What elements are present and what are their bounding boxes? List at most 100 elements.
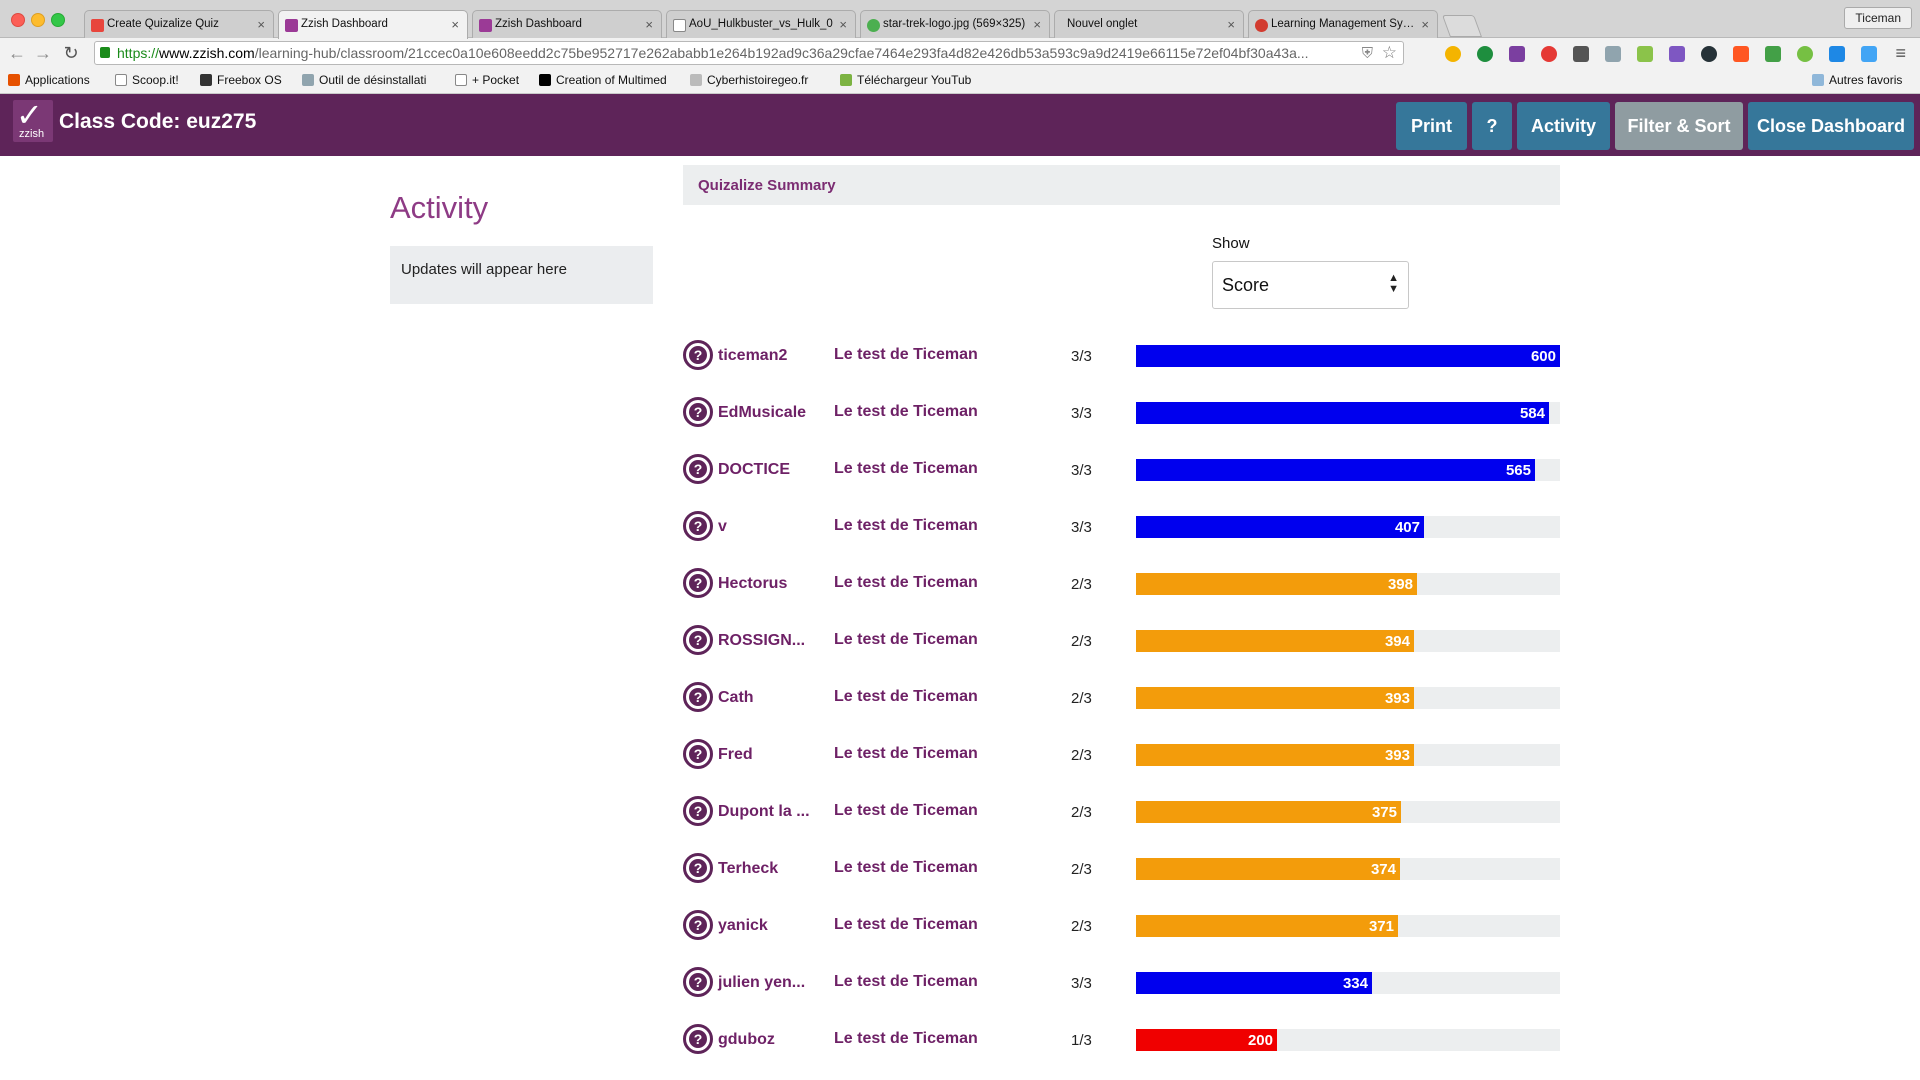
score-bar[interactable]: 393 — [1136, 687, 1414, 709]
student-row[interactable]: ? yanick Le test de Ticeman 2/3 371 — [683, 908, 1563, 948]
student-row[interactable]: ? Dupont la ... Le test de Ticeman 2/3 375 — [683, 794, 1563, 834]
score-bar[interactable]: 371 — [1136, 915, 1398, 937]
extension-icon[interactable] — [1797, 46, 1813, 62]
activity-button[interactable]: Activity — [1517, 102, 1610, 150]
shield-icon[interactable]: ⛨ — [1361, 45, 1373, 62]
question-circle-icon[interactable]: ? — [683, 625, 713, 655]
student-name[interactable]: Terheck — [718, 860, 779, 877]
browser-tab-active[interactable]: Zzish Dashboard × — [278, 10, 468, 39]
student-row[interactable]: ? Fred Le test de Ticeman 2/3 393 — [683, 737, 1563, 777]
student-row[interactable]: ? Hectorus Le test de Ticeman 2/3 398 — [683, 566, 1563, 606]
extension-icon[interactable] — [1445, 46, 1461, 62]
student-name[interactable]: EdMusicale — [718, 404, 807, 421]
tab-close-icon[interactable]: × — [451, 17, 459, 32]
bookmark-star-icon[interactable]: ☆ — [1381, 43, 1397, 62]
bookmark-item[interactable]: Téléchargeur YouTub — [840, 73, 980, 87]
tab-close-icon[interactable]: × — [645, 17, 653, 32]
quiz-name[interactable]: Le test de Ticeman — [834, 859, 978, 876]
question-circle-icon[interactable]: ? — [683, 853, 713, 883]
reload-icon[interactable]: ↻ — [63, 43, 79, 63]
browser-tab[interactable]: Learning Management Syste × — [1248, 10, 1438, 38]
student-row[interactable]: ? DOCTICE Le test de Ticeman 3/3 565 — [683, 452, 1563, 492]
extension-icon[interactable] — [1701, 46, 1717, 62]
pen-extension-icon[interactable] — [1669, 46, 1685, 62]
bookmark-folder[interactable]: Autres favoris — [1812, 73, 1902, 87]
profile-button[interactable]: Ticeman — [1844, 7, 1912, 29]
browser-tab[interactable]: Nouvel onglet × — [1054, 10, 1244, 38]
extension-icon[interactable] — [1573, 46, 1589, 62]
quiz-name[interactable]: Le test de Ticeman — [834, 631, 978, 648]
window-minimize-button[interactable] — [31, 13, 45, 27]
question-circle-icon[interactable]: ? — [683, 682, 713, 712]
extension-icon[interactable] — [1765, 46, 1781, 62]
quiz-name[interactable]: Le test de Ticeman — [834, 1030, 978, 1047]
score-bar[interactable]: 407 — [1136, 516, 1424, 538]
quiz-name[interactable]: Le test de Ticeman — [834, 460, 978, 477]
quiz-name[interactable]: Le test de Ticeman — [834, 916, 978, 933]
new-tab-button[interactable] — [1441, 15, 1483, 37]
hamburger-menu-icon[interactable]: ≡ — [1895, 43, 1906, 63]
score-bar[interactable]: 393 — [1136, 744, 1414, 766]
student-row[interactable]: ? v Le test de Ticeman 3/3 407 — [683, 509, 1563, 549]
bookmark-item[interactable]: Creation of Multimed — [539, 73, 673, 87]
browser-tab[interactable]: star-trek-logo.jpg (569×325) × — [860, 10, 1050, 38]
bookmark-item[interactable]: Applications — [8, 73, 90, 87]
student-name[interactable]: Fred — [718, 746, 753, 763]
question-circle-icon[interactable]: ? — [683, 340, 713, 370]
quiz-name[interactable]: Le test de Ticeman — [834, 346, 978, 363]
camera-extension-icon[interactable] — [1605, 46, 1621, 62]
student-name[interactable]: yanick — [718, 917, 768, 934]
tab-close-icon[interactable]: × — [839, 17, 847, 32]
score-bar[interactable]: 394 — [1136, 630, 1414, 652]
student-name[interactable]: Cath — [718, 689, 754, 706]
extension-icon[interactable] — [1861, 46, 1877, 62]
score-bar[interactable]: 200 — [1136, 1029, 1277, 1051]
quiz-name[interactable]: Le test de Ticeman — [834, 745, 978, 762]
window-zoom-button[interactable] — [51, 13, 65, 27]
question-circle-icon[interactable]: ? — [683, 910, 713, 940]
student-name[interactable]: julien yen... — [718, 974, 806, 991]
quiz-name[interactable]: Le test de Ticeman — [834, 688, 978, 705]
window-close-button[interactable] — [11, 13, 25, 27]
student-row[interactable]: ? gduboz Le test de Ticeman 1/3 200 — [683, 1022, 1563, 1062]
student-name[interactable]: gduboz — [718, 1031, 775, 1048]
student-name[interactable]: ticeman2 — [718, 347, 788, 364]
question-circle-icon[interactable]: ? — [683, 511, 713, 541]
bookmark-item[interactable]: Outil de désinstallati — [302, 73, 442, 87]
zzish-logo[interactable]: ✓ zzish — [13, 97, 53, 142]
question-circle-icon[interactable]: ? — [683, 454, 713, 484]
tab-close-icon[interactable]: × — [1421, 17, 1429, 32]
forward-arrow-icon[interactable]: → — [34, 43, 52, 63]
student-row[interactable]: ? EdMusicale Le test de Ticeman 3/3 584 — [683, 395, 1563, 435]
score-bar[interactable]: 334 — [1136, 972, 1372, 994]
student-name[interactable]: Hectorus — [718, 575, 788, 592]
score-bar[interactable]: 584 — [1136, 402, 1549, 424]
print-button[interactable]: Print — [1396, 102, 1467, 150]
score-bar[interactable]: 374 — [1136, 858, 1400, 880]
url-field[interactable]: https://www.zzish.com/learning-hub/class… — [94, 41, 1404, 65]
score-bar[interactable]: 375 — [1136, 801, 1401, 823]
bookmark-item[interactable]: Freebox OS — [200, 73, 282, 87]
bookmark-item[interactable]: Cyberhistoiregeo.fr — [690, 73, 820, 87]
browser-tab[interactable]: AoU_Hulkbuster_vs_Hulk_0 × — [666, 10, 856, 38]
extension-download-icon[interactable] — [1477, 46, 1493, 62]
student-name[interactable]: v — [718, 518, 727, 535]
close-dashboard-button[interactable]: Close Dashboard — [1748, 102, 1914, 150]
student-row[interactable]: ? Terheck Le test de Ticeman 2/3 374 — [683, 851, 1563, 891]
bookmark-item[interactable]: Scoop.it! — [115, 73, 179, 87]
student-row[interactable]: ? julien yen... Le test de Ticeman 3/3 334 — [683, 965, 1563, 1005]
extension-icon[interactable] — [1637, 46, 1653, 62]
quiz-name[interactable]: Le test de Ticeman — [834, 403, 978, 420]
browser-tab[interactable]: Zzish Dashboard × — [472, 10, 662, 38]
extension-icon[interactable] — [1541, 46, 1557, 62]
quiz-name[interactable]: Le test de Ticeman — [834, 973, 978, 990]
question-circle-icon[interactable]: ? — [683, 739, 713, 769]
back-arrow-icon[interactable]: ← — [8, 43, 26, 63]
score-bar[interactable]: 600 — [1136, 345, 1560, 367]
show-select[interactable]: Score ▲ ▼ — [1212, 261, 1409, 309]
quiz-name[interactable]: Le test de Ticeman — [834, 574, 978, 591]
question-circle-icon[interactable]: ? — [683, 967, 713, 997]
quiz-name[interactable]: Le test de Ticeman — [834, 802, 978, 819]
filter-sort-button[interactable]: Filter & Sort — [1615, 102, 1743, 150]
tab-close-icon[interactable]: × — [1033, 17, 1041, 32]
